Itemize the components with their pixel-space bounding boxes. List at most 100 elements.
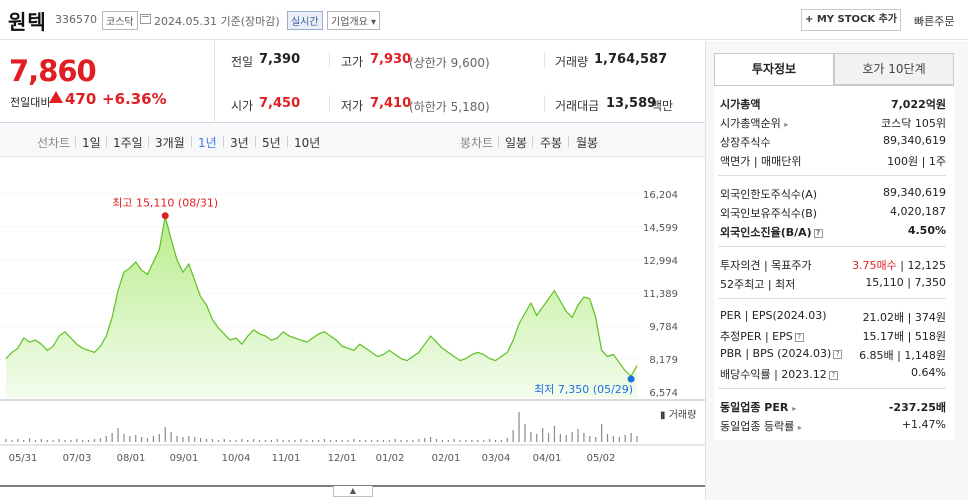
volume-bar xyxy=(559,434,561,442)
stock-header xyxy=(0,0,968,40)
price-chart[interactable]: 16,20414,59912,99411,3899,7848,1796,574 … xyxy=(0,170,705,470)
x-tick-label: 10/04 xyxy=(222,453,251,464)
volume-bar xyxy=(512,430,514,442)
help-icon[interactable]: ? xyxy=(813,229,823,238)
info-arrow-icon: ▸ xyxy=(784,120,789,129)
volume-bar xyxy=(111,433,113,442)
divider xyxy=(214,41,215,123)
period-tab-3y[interactable]: 3년 xyxy=(230,136,249,150)
volume-bar xyxy=(418,439,420,442)
min-label: 최저 7,350 (05/29) xyxy=(534,383,633,396)
price-change: 470 xyxy=(65,90,97,108)
x-tick-label: 02/01 xyxy=(432,453,461,464)
dividend-label: 배당수익률 | 2023.12? xyxy=(720,366,838,382)
divider xyxy=(718,298,946,299)
period-tab-1w[interactable]: 1주일 xyxy=(113,136,143,150)
tab-hoga-10[interactable]: 호가 10단계 xyxy=(834,53,954,85)
volume-bar xyxy=(64,440,66,442)
candle-chart-tab[interactable]: 봉차트 xyxy=(460,136,494,150)
y-axis: 16,204 14,599 12,994 11,389 9,784 8,179 6,574 xyxy=(643,190,678,399)
x-tick-label: 05/02 xyxy=(587,453,616,464)
volume-bar xyxy=(17,439,19,442)
volume-bar xyxy=(459,440,461,442)
est-per-label: 추정PER | EPS? xyxy=(720,328,804,344)
volume-bar xyxy=(329,440,331,442)
period-tab-3m[interactable]: 3개월 xyxy=(155,136,185,150)
pbr-bps-label: PBR | BPS (2024.03)? xyxy=(720,347,843,360)
low-label: 저가 xyxy=(341,99,364,113)
foreign-ratio-label: 외국인소진율(B/A)? xyxy=(720,224,823,240)
candle-tab-weekly[interactable]: 주봉 xyxy=(540,136,563,150)
volume-bar xyxy=(388,440,390,442)
divider xyxy=(498,136,499,147)
tab-invest-info[interactable]: 투자정보 xyxy=(714,53,834,85)
divider xyxy=(329,95,330,111)
volume-bar xyxy=(87,440,90,442)
volume-bars xyxy=(5,412,638,442)
volume-bar xyxy=(365,440,367,442)
foreign-holdings-value: 4,020,187 xyxy=(890,205,946,218)
info-arrow-icon: ▸ xyxy=(792,404,797,413)
volume-bar xyxy=(241,439,243,442)
par-value-value: 100원 | 1주 xyxy=(887,155,946,168)
divider xyxy=(148,136,149,147)
volume-bar xyxy=(294,440,296,442)
volume-bar xyxy=(188,436,190,442)
foreign-limit-label: 외국인한도주식수(A) xyxy=(720,188,818,201)
volume-bar xyxy=(253,439,255,442)
period-tab-1y[interactable]: 1년 xyxy=(198,136,217,150)
volume-bar xyxy=(471,440,473,442)
volume-bar xyxy=(494,440,497,442)
volume-bar xyxy=(176,436,178,442)
market-cap-value: 7,022억원 xyxy=(890,98,946,111)
company-info-button[interactable]: 기업개요 ▾ xyxy=(327,11,380,30)
volume-bar xyxy=(5,439,7,442)
volume-bar xyxy=(152,436,155,442)
price-line xyxy=(5,216,638,377)
candle-tab-monthly[interactable]: 월봉 xyxy=(576,136,599,150)
divider xyxy=(106,136,107,147)
help-icon[interactable]: ? xyxy=(828,371,838,380)
price-summary xyxy=(0,41,705,123)
price-change-percent: +6.36% xyxy=(102,90,167,108)
volume-bar xyxy=(229,440,231,442)
listed-shares-value: 89,340,619 xyxy=(883,134,946,147)
line-chart-tab[interactable]: 선차트 xyxy=(37,136,71,150)
volume-bar xyxy=(612,436,615,442)
volume-bar xyxy=(211,439,214,442)
divider xyxy=(255,136,256,147)
divider xyxy=(329,52,330,68)
collapse-chart-button[interactable]: ▲ xyxy=(333,486,373,497)
quick-order-link[interactable]: 빠른주문 xyxy=(914,15,955,28)
x-tick-label: 11/01 xyxy=(272,453,301,464)
opinion-value: 3.75매수 | 12,125 xyxy=(852,259,946,272)
52week-label: 52주최고 | 최저 xyxy=(720,278,796,291)
volume-bar xyxy=(46,440,48,442)
period-tab-1d[interactable]: 1일 xyxy=(82,136,101,150)
volume-bar xyxy=(595,437,597,442)
volume-bar xyxy=(146,438,149,442)
stock-code: 336570 xyxy=(55,13,97,26)
volume-bar xyxy=(488,439,491,442)
candle-tab-daily[interactable]: 일봉 xyxy=(505,136,528,150)
volume-bar xyxy=(270,440,272,442)
market-badge: 코스닥 xyxy=(102,11,138,30)
amount-unit: 백만 xyxy=(651,99,674,113)
period-tab-10y[interactable]: 10년 xyxy=(294,136,321,150)
help-icon[interactable]: ? xyxy=(833,350,843,359)
volume-bar xyxy=(565,435,567,442)
divider xyxy=(718,388,946,389)
tab-underline xyxy=(714,85,954,86)
volume-bar xyxy=(205,439,208,442)
add-mystock-button[interactable]: + MY STOCK 추가 xyxy=(801,9,901,31)
listed-shares-label: 상장주식수 xyxy=(720,136,771,149)
period-tab-5y[interactable]: 5년 xyxy=(262,136,281,150)
realtime-button[interactable]: 실시간 xyxy=(287,11,323,30)
amount-label: 거래대금 xyxy=(555,99,600,113)
volume-bar xyxy=(123,434,125,442)
volume-bar xyxy=(577,429,579,442)
divider xyxy=(718,246,946,247)
volume-legend: ▮ 거래량 xyxy=(660,409,696,421)
help-icon[interactable]: ? xyxy=(794,333,804,342)
x-tick-label: 05/31 xyxy=(9,453,38,464)
